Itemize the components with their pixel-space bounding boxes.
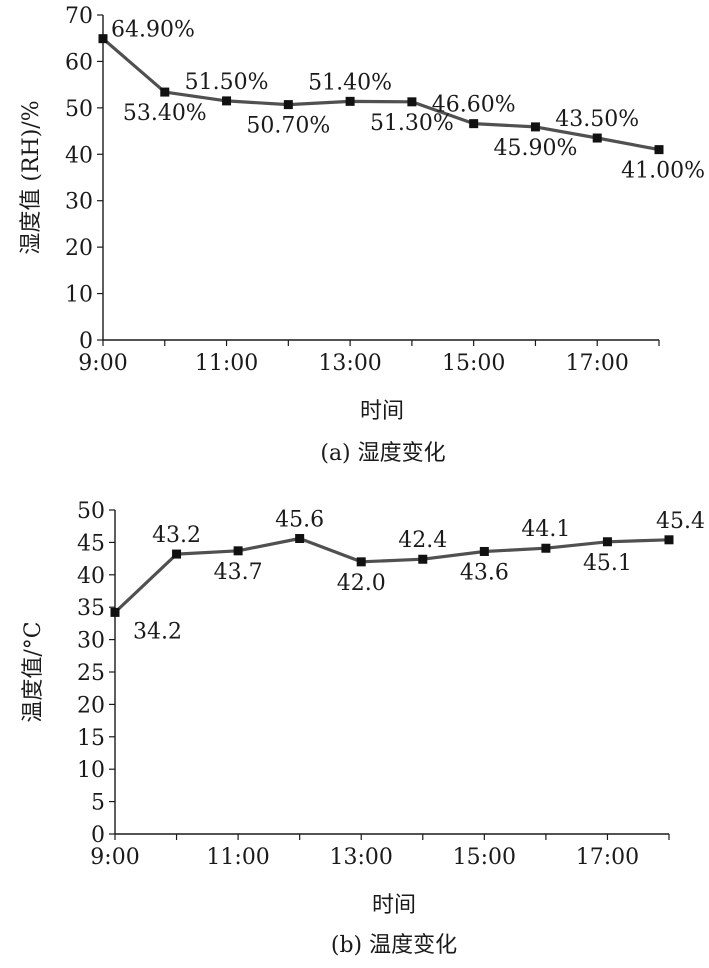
y-tick-label: 70 [65, 4, 93, 29]
y-tick-label: 40 [77, 564, 105, 589]
data-point-marker [541, 543, 551, 553]
y-tick-label: 45 [77, 531, 105, 556]
data-point-marker [295, 534, 305, 544]
data-point-marker [98, 34, 108, 44]
data-label: 53.40% [123, 101, 207, 126]
data-point-marker [469, 119, 479, 129]
y-tick-label: 10 [65, 283, 93, 308]
x-tick-label: 13:00 [330, 845, 393, 870]
data-label: 46.60% [432, 93, 516, 118]
data-point-marker [530, 122, 540, 132]
data-label: 44.1 [521, 517, 570, 542]
y-axis-title: 湿度值 (RH)/% [19, 100, 44, 254]
data-point-marker [407, 97, 417, 107]
data-label: 51.50% [185, 70, 269, 95]
figure-caption: (b) 温度变化 [331, 933, 457, 958]
data-point-marker [172, 549, 182, 559]
data-label: 34.2 [133, 619, 182, 644]
y-tick-label: 20 [65, 236, 93, 261]
x-axis-title: 时间 [372, 893, 416, 918]
data-label: 43.6 [460, 560, 509, 585]
y-tick-label: 20 [77, 693, 105, 718]
y-tick-label: 60 [65, 50, 93, 75]
data-label: 50.70% [246, 114, 330, 139]
y-axis-title: 温度值/°C [21, 621, 46, 722]
data-label: 43.50% [555, 107, 639, 132]
y-tick-label: 0 [79, 329, 93, 354]
data-label: 42.4 [398, 528, 447, 553]
data-point-marker [654, 145, 664, 155]
data-point-marker [592, 133, 602, 143]
data-label: 45.6 [275, 508, 324, 533]
x-tick-label: 11:00 [195, 351, 258, 376]
y-tick-label: 0 [91, 823, 105, 848]
data-label: 43.2 [152, 523, 201, 548]
data-label: 42.0 [337, 571, 386, 596]
y-tick-label: 10 [77, 758, 105, 783]
data-point-marker [110, 607, 120, 617]
figure-caption: (a) 湿度变化 [320, 441, 445, 466]
y-tick-label: 30 [77, 629, 105, 654]
y-tick-label: 25 [77, 661, 105, 686]
data-point-marker [345, 96, 355, 106]
data-point-marker [283, 100, 293, 110]
x-tick-label: 17:00 [566, 351, 629, 376]
data-label: 45.1 [583, 551, 632, 576]
data-point-marker [356, 557, 366, 567]
data-point-marker [479, 546, 489, 556]
y-tick-label: 35 [77, 596, 105, 621]
data-point-marker [664, 535, 674, 545]
y-tick-label: 30 [65, 190, 93, 215]
x-tick-label: 11:00 [206, 845, 269, 870]
x-tick-label: 17:00 [576, 845, 639, 870]
data-point-marker [418, 554, 428, 564]
series-line [113, 536, 670, 614]
x-tick-label: 9:00 [78, 351, 127, 376]
data-point-marker [602, 537, 612, 547]
x-tick-label: 13:00 [318, 351, 381, 376]
x-axis-title: 时间 [360, 399, 404, 424]
data-label: 51.30% [370, 111, 454, 136]
x-tick-label: 15:00 [453, 845, 516, 870]
x-tick-label: 15:00 [442, 351, 505, 376]
y-tick-label: 15 [77, 726, 105, 751]
data-label: 45.4 [656, 509, 705, 534]
data-point-marker [160, 87, 170, 97]
data-label: 43.7 [214, 560, 263, 585]
data-label: 64.90% [111, 18, 195, 43]
y-tick-label: 40 [65, 143, 93, 168]
data-label: 45.90% [493, 136, 577, 161]
series-line [101, 37, 660, 152]
data-label: 51.40% [308, 70, 392, 95]
x-tick-label: 9:00 [90, 845, 139, 870]
y-tick-label: 5 [91, 791, 105, 816]
data-point-marker [222, 96, 232, 106]
y-tick-label: 50 [77, 499, 105, 524]
data-label: 41.00% [621, 159, 705, 184]
data-point-marker [233, 546, 243, 556]
y-tick-label: 50 [65, 97, 93, 122]
